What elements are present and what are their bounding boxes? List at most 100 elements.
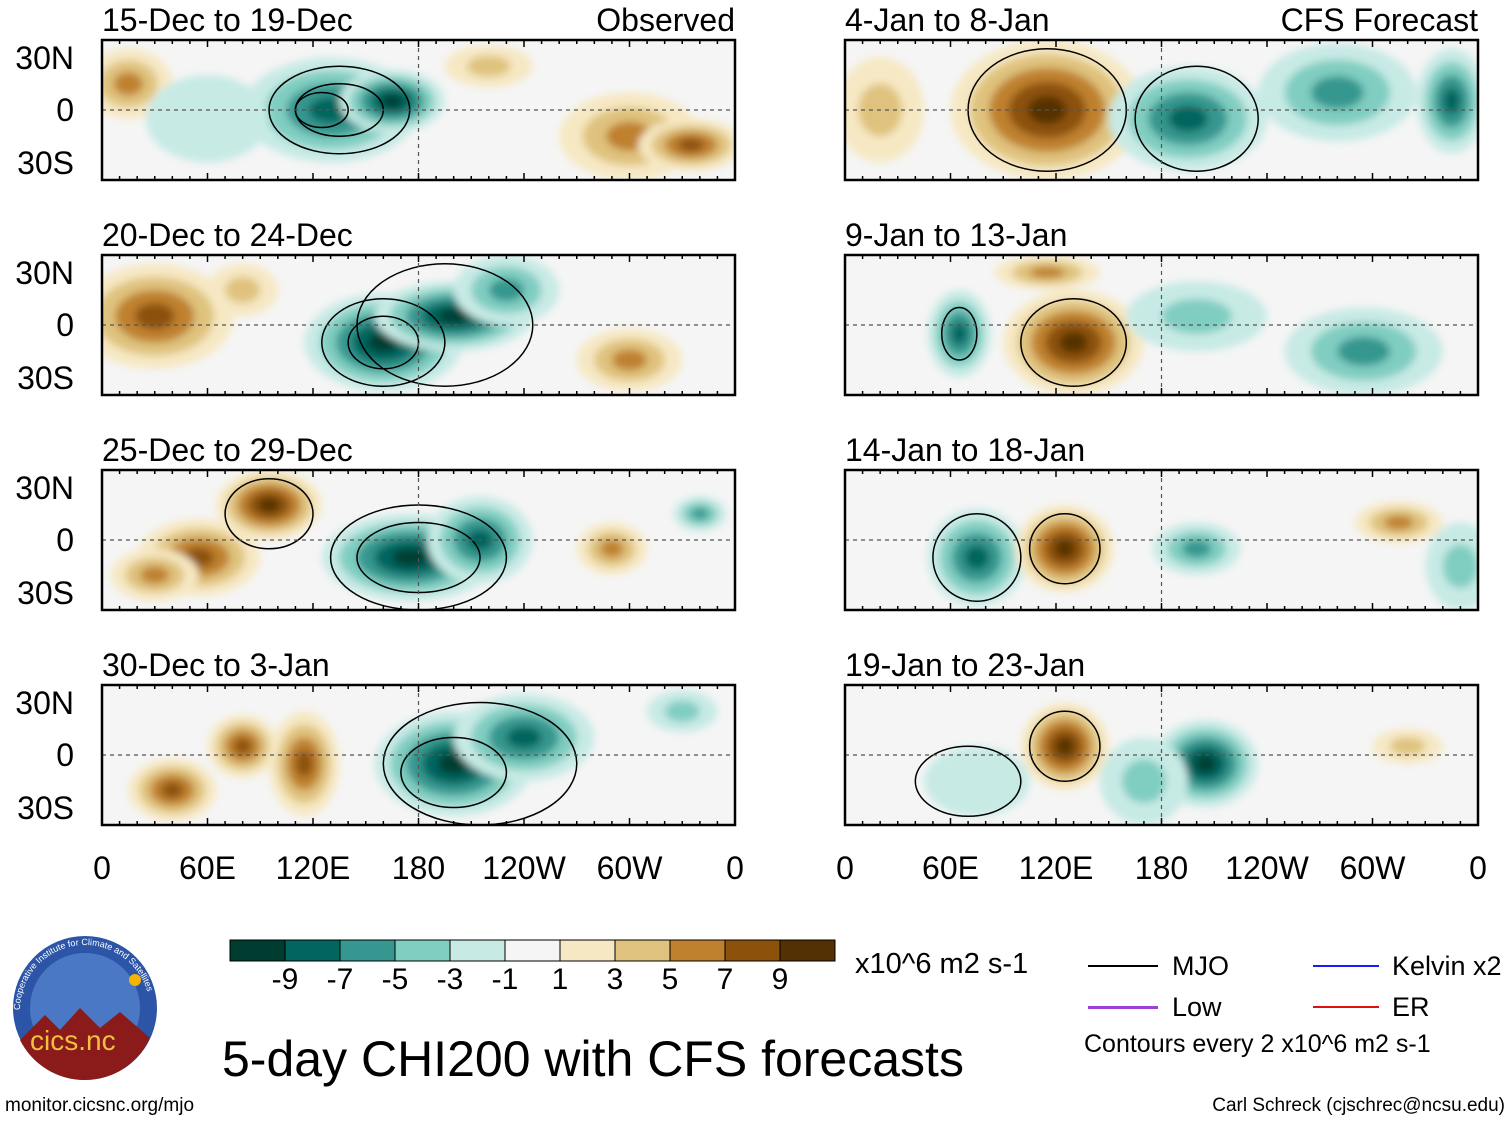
lon-label: 180 xyxy=(391,850,446,886)
negative-anomaly xyxy=(964,545,990,570)
panel-tag: Observed xyxy=(596,2,735,38)
lon-label: 0 xyxy=(726,850,744,886)
mjo-contour xyxy=(224,478,314,550)
mjo-contour xyxy=(914,745,1022,817)
negative-anomaly xyxy=(1121,759,1166,804)
map-panel xyxy=(843,253,1480,397)
positive-anomaly xyxy=(233,738,252,755)
positive-anomaly xyxy=(611,349,648,371)
mjo-contour xyxy=(321,298,446,387)
positive-anomaly xyxy=(113,72,144,96)
colorbar-swatch xyxy=(504,939,561,962)
negative-anomaly xyxy=(1310,76,1364,109)
negative-anomaly xyxy=(437,753,470,775)
colorbar-swatch xyxy=(724,939,781,962)
mjo-contour xyxy=(382,701,578,825)
lat-label: 30S xyxy=(17,789,74,826)
lon-label: 60E xyxy=(179,850,236,886)
colorbar-label: -3 xyxy=(436,963,464,996)
positive-anomaly xyxy=(1390,737,1426,755)
legend-low: Low xyxy=(1172,992,1222,1022)
map-panels xyxy=(100,38,1480,827)
lon-label: 120E xyxy=(275,850,351,886)
kelvin-line-swatch xyxy=(1313,965,1379,967)
mjo-line-swatch xyxy=(1088,965,1158,967)
colorbar-label: 5 xyxy=(661,963,679,996)
panel-title: 9-Jan to 13-Jan xyxy=(845,217,1068,253)
panel-title: 20-Dec to 24-Dec xyxy=(102,217,353,253)
positive-anomaly xyxy=(1384,515,1414,530)
map-panel xyxy=(100,253,737,397)
lon-label: 0 xyxy=(836,850,854,886)
mjo-contour xyxy=(356,263,534,387)
contour-note: Contours every 2 x10^6 m2 s-1 xyxy=(1084,1030,1431,1058)
map-panel xyxy=(843,468,1480,612)
mjo-contour xyxy=(1134,65,1259,172)
panel-title: 25-Dec to 29-Dec xyxy=(102,432,353,468)
lon-label: 0 xyxy=(1469,850,1487,886)
legend-kelvin: Kelvin x2 xyxy=(1392,951,1502,981)
colorbar-swatch xyxy=(779,939,836,962)
panel-title: 30-Dec to 3-Jan xyxy=(102,647,330,683)
lat-label: 30S xyxy=(17,144,74,181)
positive-anomaly xyxy=(677,138,705,152)
positive-anomaly xyxy=(1029,266,1065,279)
panel-title: 14-Jan to 18-Jan xyxy=(845,432,1086,468)
negative-anomaly xyxy=(951,322,968,345)
lat-label: 0 xyxy=(56,307,74,343)
mjo-contour xyxy=(1020,298,1128,387)
lon-label: 60W xyxy=(596,850,663,886)
source-url[interactable]: monitor.cicsnc.org/mjo xyxy=(5,1095,195,1116)
panel-title: 15-Dec to 19-Dec xyxy=(102,2,353,38)
colorbar-swatch xyxy=(449,939,506,962)
colorbar-swatch xyxy=(229,939,286,962)
negative-anomaly xyxy=(145,75,270,163)
positive-anomaly xyxy=(161,782,184,798)
mjo-contour xyxy=(932,513,1022,602)
lon-label: 60W xyxy=(1339,850,1406,886)
positive-anomaly xyxy=(258,498,280,512)
positive-anomaly xyxy=(600,540,624,558)
lon-label: 60E xyxy=(922,850,979,886)
positive-anomaly xyxy=(134,303,175,330)
logo-text: cics.nc xyxy=(30,1025,116,1056)
colorbar-swatch xyxy=(394,939,451,962)
colorbar-swatch xyxy=(669,939,726,962)
lon-label: 180 xyxy=(1134,850,1189,886)
panel-title: 4-Jan to 8-Jan xyxy=(845,2,1050,38)
colorbar-swatch xyxy=(284,939,341,962)
colorbar-swatch xyxy=(559,939,616,962)
logo-graphic: Cooperative Institute for Climate and Sa… xyxy=(12,936,157,1081)
colorbar-swatch xyxy=(614,939,671,962)
negative-anomaly xyxy=(1442,544,1478,589)
negative-anomaly xyxy=(1182,540,1212,558)
negative-anomaly xyxy=(924,746,1030,817)
colorbar-label: 3 xyxy=(606,963,624,996)
positive-anomaly xyxy=(295,750,314,777)
lat-label: 30S xyxy=(17,359,74,396)
lon-label: 120W xyxy=(1225,850,1309,886)
low-line-swatch xyxy=(1088,1006,1158,1009)
negative-anomaly xyxy=(506,726,542,749)
map-panel xyxy=(843,683,1480,827)
lat-label: 30N xyxy=(15,684,74,721)
colorbar-label: -7 xyxy=(326,963,354,996)
legend-mjo: MJO xyxy=(1172,951,1229,981)
lon-label: 120W xyxy=(482,850,566,886)
colorbar-label: -9 xyxy=(271,963,299,996)
positive-anomaly xyxy=(225,276,261,304)
lon-label: 0 xyxy=(93,850,111,886)
mjo-contour xyxy=(940,306,978,361)
positive-anomaly xyxy=(1059,332,1088,353)
lat-label: 0 xyxy=(56,522,74,558)
negative-anomaly xyxy=(664,700,700,722)
negative-anomaly xyxy=(437,309,470,324)
negative-anomaly xyxy=(1194,755,1217,773)
colorbar-swatch xyxy=(339,939,396,962)
negative-anomaly xyxy=(381,94,403,108)
lat-label: 0 xyxy=(56,92,74,128)
legend-er: ER xyxy=(1392,992,1430,1022)
lon-label: 120E xyxy=(1018,850,1094,886)
positive-anomaly xyxy=(140,566,170,584)
